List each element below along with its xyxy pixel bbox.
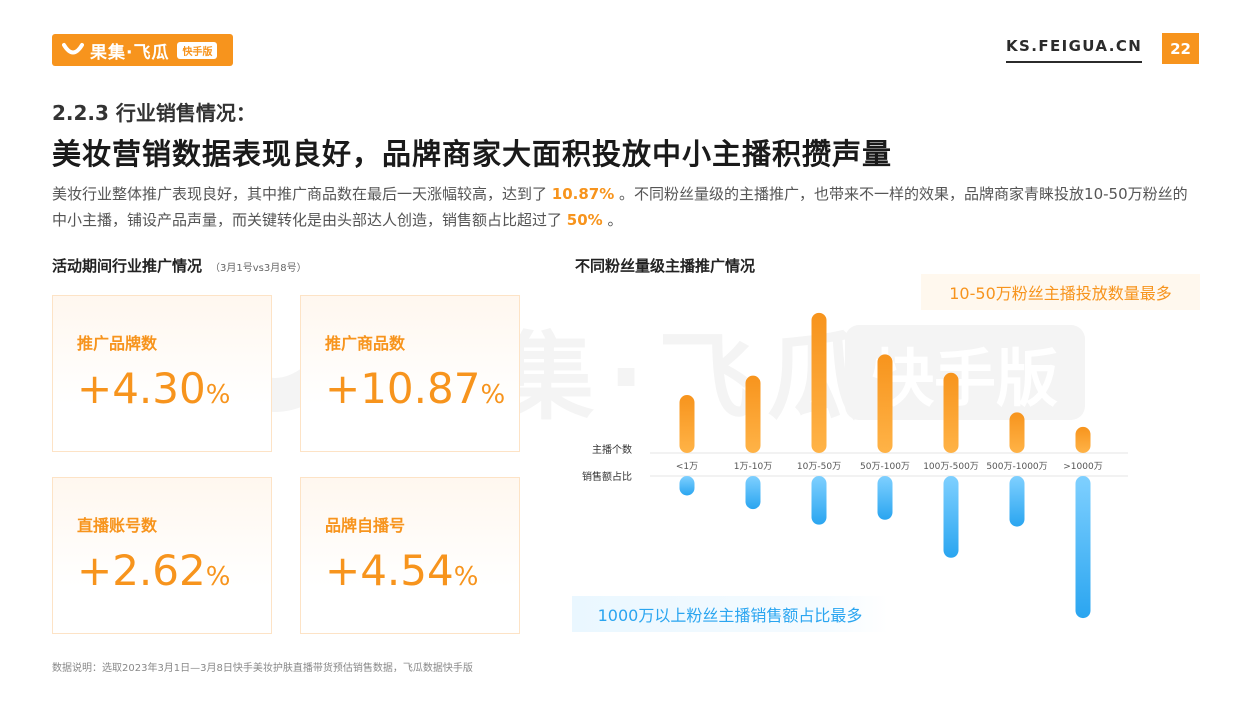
desc-part-1: 美妆行业整体推广表现良好，其中推广商品数在最后一天涨幅较高，达到了 — [52, 185, 552, 203]
bar-anchor-count — [877, 354, 893, 453]
stat-card-label: 推广商品数 — [325, 334, 406, 353]
x-tick-label: <1万 — [676, 462, 698, 472]
bar-anchor-count — [1009, 412, 1025, 453]
bar-sales-share — [943, 476, 959, 558]
footnote: 数据说明：选取2023年3月1日—3月8日快手美妆护肤直播带货预估销售数据，飞瓜… — [52, 663, 473, 674]
stat-value-number: +4.30 — [77, 364, 206, 413]
stat-value-unit: % — [205, 380, 231, 410]
desc-highlight-2: 50% — [566, 211, 603, 229]
logo-smile-icon — [62, 43, 84, 55]
left-panel-title: 活动期间行业推广情况 （3月1号vs3月8号） — [52, 255, 307, 276]
left-panel-note: （3月1号vs3月8号） — [210, 263, 307, 274]
logo-tag: 快手版 — [177, 41, 218, 59]
stat-value-unit: % — [480, 380, 506, 410]
bar-anchor-count — [943, 372, 959, 453]
desc-part-2: 。不同粉丝量级的主播推广，也带来不一样的效果，品牌商家青睐投放10-50万粉丝的… — [52, 185, 1188, 229]
stat-card-label: 推广品牌数 — [77, 334, 158, 353]
stat-value-unit: % — [205, 562, 231, 592]
right-panel-title: 不同粉丝量级主播推广情况 — [575, 257, 756, 275]
desc-part-3: 。 — [602, 211, 623, 229]
stat-card-value: +10.87% — [325, 364, 505, 413]
brand-logo: 果集·飞瓜 快手版 — [52, 34, 233, 66]
x-tick-label: 10万-50万 — [797, 462, 841, 472]
stat-card-value: +4.30% — [77, 364, 230, 413]
x-tick-label: >1000万 — [1063, 462, 1102, 472]
x-tick-label: 500万-1000万 — [986, 462, 1047, 472]
stat-value-number: +4.54 — [325, 546, 454, 595]
x-tick-label: 1万-10万 — [734, 462, 772, 472]
description-paragraph: 美妆行业整体推广表现良好，其中推广商品数在最后一天涨幅较高，达到了 10.87%… — [52, 181, 1202, 233]
axis-label-top: 主播个数 — [592, 443, 632, 456]
stat-card-value: +2.62% — [77, 546, 230, 595]
bar-anchor-count — [811, 312, 827, 453]
stat-card-products: 推广商品数 +10.87% — [300, 295, 520, 452]
callout-top: 10-50万粉丝主播投放数量最多 — [921, 274, 1200, 310]
x-tick-label: 50万-100万 — [860, 462, 910, 472]
stat-card-label: 直播账号数 — [77, 516, 158, 535]
stat-card-self-broadcast: 品牌自播号 +4.54% — [300, 477, 520, 634]
stat-card-brands: 推广品牌数 +4.30% — [52, 295, 272, 452]
bar-sales-share — [745, 476, 761, 510]
desc-highlight-1: 10.87% — [551, 185, 615, 203]
stat-value-unit: % — [453, 562, 479, 592]
page-headline: 美妆营销数据表现良好，品牌商家大面积投放中小主播积攒声量 — [52, 137, 893, 171]
bar-sales-share — [679, 476, 695, 496]
stat-value-number: +2.62 — [77, 546, 206, 595]
stat-card-value: +4.54% — [325, 546, 478, 595]
bar-sales-share — [877, 476, 893, 520]
axis-label-bottom: 销售额占比 — [582, 470, 632, 483]
bar-sales-share — [1009, 476, 1025, 527]
section-number-title: 2.2.3 行业销售情况： — [52, 101, 256, 125]
stat-card-label: 品牌自播号 — [325, 516, 406, 535]
logo-text: 果集·飞瓜 — [90, 42, 170, 63]
stat-card-live-accounts: 直播账号数 +2.62% — [52, 477, 272, 634]
site-url: KS.FEIGUA.CN — [1006, 37, 1142, 63]
bar-anchor-count — [1075, 426, 1091, 453]
bar-anchor-count — [679, 395, 695, 453]
stat-value-number: +10.87 — [325, 364, 481, 413]
page-number: 22 — [1162, 33, 1199, 64]
left-panel-title-text: 活动期间行业推广情况 — [52, 257, 203, 275]
bar-sales-share — [1075, 476, 1091, 619]
bar-anchor-count — [745, 375, 761, 453]
bar-sales-share — [811, 476, 827, 525]
x-tick-label: 100万-500万 — [923, 462, 979, 472]
callout-bottom: 1000万以上粉丝主播销售额占比最多 — [572, 596, 888, 632]
